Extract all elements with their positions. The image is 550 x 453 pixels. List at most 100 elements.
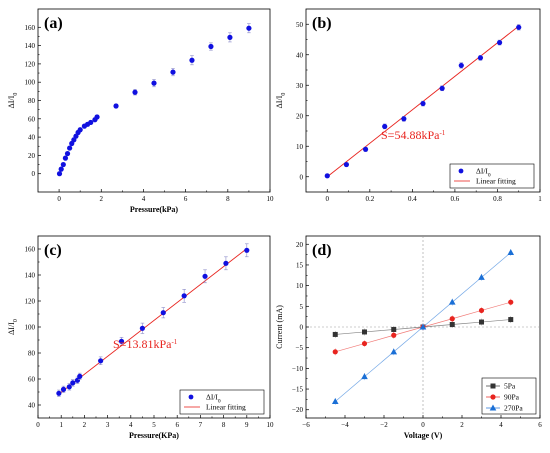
x-tick-label: −4 [341, 421, 349, 429]
y-tick-label: 50 [296, 21, 304, 29]
y-tick-label: −10 [292, 365, 303, 373]
x-tick-label: 5 [152, 421, 156, 429]
data-point [223, 260, 229, 266]
x-tick-label: 0 [36, 421, 40, 429]
y-tick-label: −20 [292, 406, 303, 414]
data-point-5Pa [332, 331, 338, 337]
panel-label: (d) [312, 242, 332, 259]
data-point [118, 338, 125, 344]
y-tick-label: 140 [25, 272, 36, 280]
y-tick-label: 5 [300, 303, 304, 311]
x-tick-label: −2 [380, 421, 388, 429]
data-point [362, 146, 369, 152]
data-point [170, 69, 176, 75]
y-tick-label: 40 [28, 134, 36, 142]
x-tick-label: 2 [100, 195, 104, 203]
data-point-270Pa [361, 373, 368, 380]
x-tick-label: 1 [538, 195, 542, 203]
x-tick-label: 6 [538, 421, 542, 429]
x-tick-label: 6 [175, 421, 179, 429]
x-tick-label: 10 [267, 421, 275, 429]
data-point [208, 43, 214, 50]
data-point [70, 380, 76, 386]
x-tick-label: 0 [57, 195, 61, 203]
sensitivity-annotation: S=54.88kPa-1 [381, 128, 446, 142]
data-point [324, 173, 330, 179]
y-tick-label: 10 [296, 282, 304, 290]
y-tick-label: 20 [296, 112, 304, 120]
y-tick-label: −15 [292, 386, 303, 394]
x-tick-label: 0.4 [408, 195, 417, 203]
y-tick-label: 160 [25, 246, 36, 254]
data-point [64, 150, 71, 157]
data-point-270Pa [390, 348, 398, 355]
legend-box [179, 389, 265, 415]
data-point [62, 155, 69, 161]
data-point-270Pa [507, 249, 515, 256]
y-tick-label: 100 [25, 324, 36, 332]
sensitivity-unit-exponent: -1 [439, 129, 445, 137]
data-point [227, 34, 233, 40]
legend-marker [458, 168, 464, 174]
y-axis-label: ΔI/I0 [7, 93, 19, 109]
data-point-270Pa [419, 323, 427, 330]
legend-marker [188, 394, 194, 400]
data-point [246, 25, 252, 31]
data-point [58, 166, 64, 172]
y-tick-label: 40 [296, 51, 304, 59]
data-point-5Pa [479, 319, 484, 325]
data-point-90Pa [449, 316, 455, 322]
data-point [343, 161, 350, 168]
data-point [132, 89, 138, 95]
data-point-90Pa [391, 332, 397, 338]
y-axis-label: Current (mA) [275, 305, 284, 349]
data-point-90Pa [332, 349, 338, 355]
sensitivity-unit-exponent: -1 [171, 338, 177, 346]
y-tick-label: 20 [296, 241, 304, 249]
legend-label: ΔI/I0 [476, 167, 491, 179]
x-axis-label: Pressure(kPa) [130, 205, 178, 214]
data-point [139, 325, 145, 331]
x-tick-label: 3 [106, 421, 110, 429]
data-point-5Pa [362, 329, 367, 335]
data-point [94, 114, 100, 120]
data-point [477, 55, 484, 61]
sensitivity-annotation: S=13.81kPa-1 [113, 337, 178, 351]
panel-label: (a) [44, 15, 63, 32]
data-point-90Pa [508, 299, 514, 305]
data-point-90Pa [478, 307, 485, 314]
data-point [77, 127, 83, 133]
y-tick-label: 40 [28, 402, 36, 410]
data-point [67, 145, 73, 151]
legend-box [449, 163, 535, 189]
data-point [88, 119, 94, 126]
x-tick-label: 0 [421, 421, 425, 429]
data-point-270Pa [448, 298, 456, 305]
data-point [189, 57, 195, 63]
x-tick-label: 6 [184, 195, 188, 203]
legend-label: ΔI/I0 [206, 393, 221, 405]
x-tick-label: 4 [499, 421, 503, 429]
y-tick-label: 160 [25, 24, 36, 32]
data-point-270Pa [331, 397, 339, 404]
legend-label: 5Pa [504, 382, 516, 391]
data-point [420, 100, 426, 107]
y-tick-label: 0 [300, 324, 304, 332]
y-tick-label: 0 [32, 170, 36, 178]
x-tick-label: 8 [222, 421, 226, 429]
data-point [160, 310, 166, 316]
data-point [382, 123, 388, 130]
data-point [56, 390, 62, 396]
y-tick-label: 10 [296, 143, 304, 151]
data-point [202, 273, 208, 279]
data-point [113, 103, 119, 109]
sensitivity-value: S=13.81kPa [113, 337, 172, 351]
legend-marker [490, 383, 496, 389]
data-point [77, 373, 83, 379]
legend-label: Linear fitting [206, 403, 246, 412]
legend-marker [490, 394, 496, 400]
data-point [401, 116, 407, 122]
data-point [458, 62, 464, 69]
y-tick-label: 120 [25, 60, 36, 68]
